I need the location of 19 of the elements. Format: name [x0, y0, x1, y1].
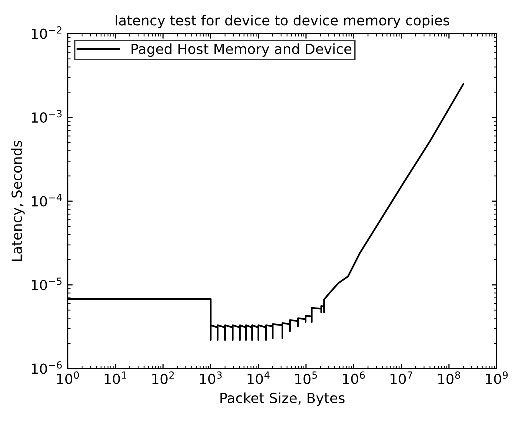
x-tick-label: 10$^{6}$: [343, 372, 366, 384]
x-axis-title: Packet Size, Bytes: [220, 392, 345, 406]
y-tick-label: 10$^{−2}$: [32, 26, 62, 40]
x-tick-label: 10$^{3}$: [200, 372, 222, 384]
x-tick-label: 10$^{5}$: [296, 372, 318, 384]
x-tick-label: 10$^{7}$: [390, 372, 412, 384]
x-tick-label: 10$^{1}$: [104, 372, 127, 384]
x-tick-label: 10$^{8}$: [438, 372, 460, 384]
legend-label: Paged Host Memory and Device: [132, 44, 352, 58]
y-tick-label: 10$^{−4}$: [32, 194, 62, 207]
x-tick-label: 10$^{0}$: [57, 372, 80, 384]
y-tick-label: 10$^{−3}$: [32, 110, 62, 124]
y-tick-label: 10$^{−6}$: [32, 362, 62, 374]
chart-title: latency test for device to device memory copies: [116, 15, 450, 28]
x-tick-label: 10$^{4}$: [248, 372, 270, 384]
x-tick-label: 10$^{2}$: [152, 372, 174, 384]
x-tick-label: 10$^{9}$: [486, 372, 508, 384]
y-tick-label: 10$^{−5}$: [32, 278, 62, 291]
y-axis-title: Latency, Seconds: [11, 141, 25, 262]
